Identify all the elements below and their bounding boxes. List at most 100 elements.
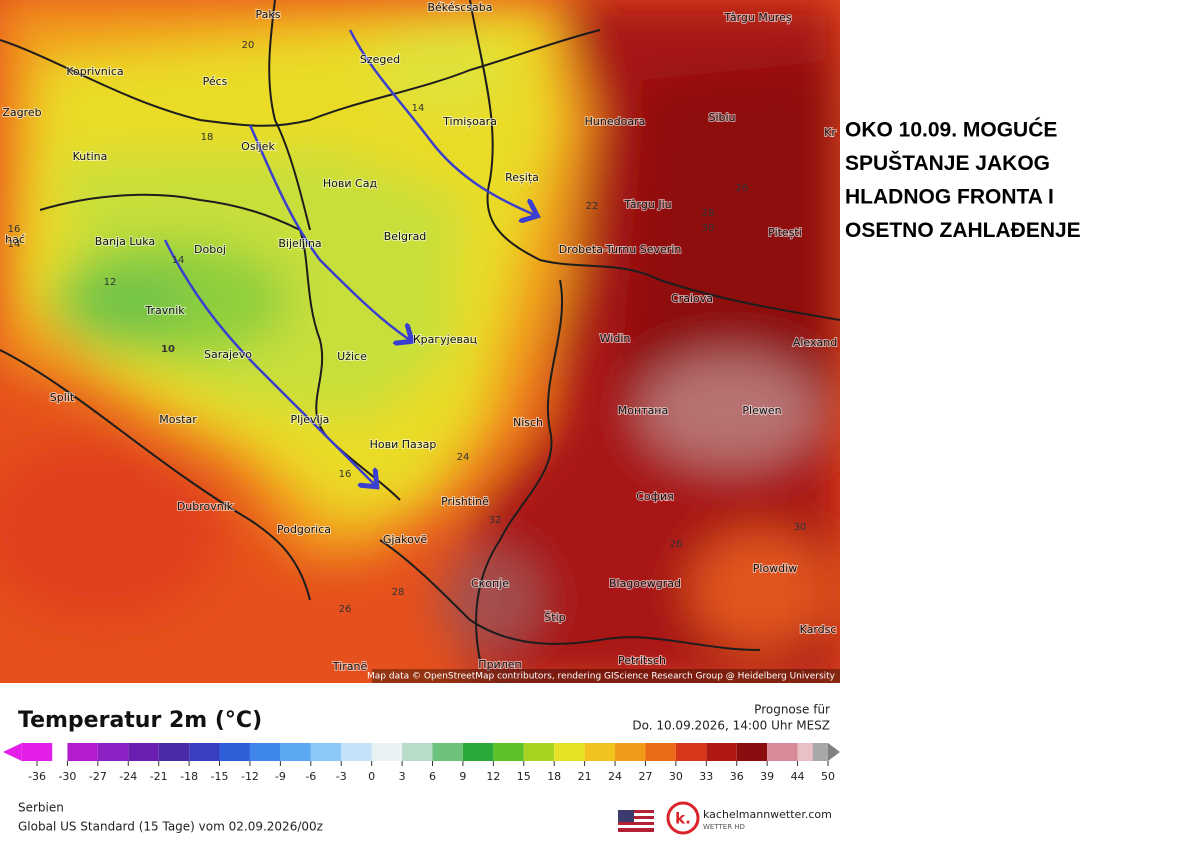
tick-label: -6 — [305, 770, 316, 783]
color-segment — [706, 743, 737, 761]
isotherm-label: 30 — [794, 522, 807, 533]
city-label: Mostar — [159, 413, 197, 426]
tick-label: 39 — [760, 770, 774, 783]
isotherm-label: 10 — [161, 344, 175, 355]
attribution: Map data © OpenStreetMap contributors, r… — [367, 672, 836, 682]
color-segment — [584, 743, 616, 761]
tick-label: 33 — [699, 770, 713, 783]
front-arrows — [163, 29, 535, 485]
city-label: Timișoara — [442, 115, 497, 128]
city-label: Sarajevo — [204, 348, 252, 361]
isotherm-label: 20 — [242, 40, 255, 51]
colorbar-arrow-left — [3, 743, 22, 761]
color-segment — [493, 743, 524, 761]
color-segment — [97, 743, 129, 761]
city-label: Osijek — [241, 140, 275, 153]
city-label: Târgu Jiu — [623, 198, 671, 211]
tick-label: -3 — [336, 770, 347, 783]
brand: kachelmannwetter.com — [703, 808, 832, 821]
color-segment — [615, 743, 646, 761]
tick-label: -36 — [28, 770, 46, 783]
tick-label: 3 — [399, 770, 406, 783]
tick-label: 12 — [486, 770, 500, 783]
color-segment — [158, 743, 190, 761]
color-segment — [128, 743, 159, 761]
tick-label: -24 — [119, 770, 137, 783]
city-label: Craiova — [671, 292, 713, 305]
tick-label: -12 — [241, 770, 259, 783]
color-segment — [767, 743, 798, 761]
tick-label: -9 — [275, 770, 286, 783]
city-label: Užice — [337, 350, 367, 363]
tick-label: -30 — [58, 770, 76, 783]
isotherm-label: 14 — [412, 103, 425, 114]
city-label: Widin — [600, 332, 631, 345]
isotherm-label: 28 — [392, 587, 405, 598]
logo — [666, 801, 700, 835]
city-label: Zagreb — [2, 106, 41, 119]
isotherm-label: 12 — [104, 277, 117, 288]
city-label: Нови Пазар — [370, 438, 437, 451]
city-label: Podgorica — [277, 523, 331, 536]
city-label: Bijeljina — [278, 237, 321, 250]
city-label: Plowdiw — [753, 562, 797, 575]
city-label: Petritsch — [618, 654, 666, 667]
color-segment — [280, 743, 311, 761]
us-flag — [618, 810, 654, 832]
color-segment — [462, 743, 494, 761]
city-label: Târgu Mureș — [723, 11, 791, 24]
tick-label: 18 — [547, 770, 561, 783]
isotherm-label: 18 — [201, 132, 214, 143]
isotherm-label: 16 — [8, 224, 21, 235]
color-segment — [675, 743, 707, 761]
isotherm-label: 26 — [670, 539, 683, 550]
city-label: Travnik — [144, 304, 185, 317]
tick-label: 44 — [791, 770, 805, 783]
tick-label: -27 — [89, 770, 107, 783]
color-segment — [67, 743, 98, 761]
city-label: Нови Сад — [323, 177, 378, 190]
city-label: Paks — [256, 8, 281, 21]
city-label: Pitești — [768, 226, 802, 239]
city-label: Štip — [544, 611, 565, 624]
color-segment — [554, 743, 585, 761]
tick-label: 50 — [821, 770, 835, 783]
city-label: Koprivnica — [66, 65, 123, 78]
color-segment — [736, 743, 768, 761]
isotherm-label: 24 — [457, 452, 470, 463]
city-label: Nisch — [513, 416, 543, 429]
tick-label: -15 — [211, 770, 229, 783]
color-segment — [523, 743, 555, 761]
brand-sub: WETTER HD — [703, 823, 745, 831]
tick-label: 9 — [459, 770, 466, 783]
isotherm-label: 14 — [8, 239, 21, 250]
isotherm-label: 26 — [736, 183, 749, 194]
tick-label: -21 — [150, 770, 168, 783]
isotherm-label: 28 — [702, 208, 715, 219]
tick-label: 0 — [368, 770, 375, 783]
color-segment — [812, 743, 828, 761]
isotherm-label: 30 — [702, 223, 715, 234]
tick-label: 24 — [608, 770, 622, 783]
color-segment — [249, 743, 281, 761]
tick-label: 6 — [429, 770, 436, 783]
annotation-line: HLADNOG FRONTA I — [845, 186, 1054, 209]
isotherm-label: 26 — [339, 604, 352, 615]
city-label: Kutina — [73, 150, 108, 163]
tick-label: -18 — [180, 770, 198, 783]
city-label: Dubrovnik — [177, 500, 234, 513]
tick-label: 21 — [578, 770, 592, 783]
city-label: Split — [50, 391, 75, 404]
city-label: Prishtinë — [441, 495, 489, 508]
color-segment — [645, 743, 676, 761]
city-label: Drobeta-Turnu Severin — [559, 243, 682, 256]
tick-label: 36 — [730, 770, 744, 783]
color-segment — [402, 743, 433, 761]
city-label: София — [636, 490, 674, 503]
color-segment — [21, 743, 53, 761]
tick-label: 15 — [517, 770, 531, 783]
isotherm-label: 14 — [172, 255, 185, 266]
temperature-map: Paks Békéscsaba Târgu Mureș Koprivnica Pécs S… — [0, 0, 840, 683]
city-label: Békéscsaba — [427, 1, 492, 14]
city-label: Blagoewgrad — [609, 577, 681, 590]
